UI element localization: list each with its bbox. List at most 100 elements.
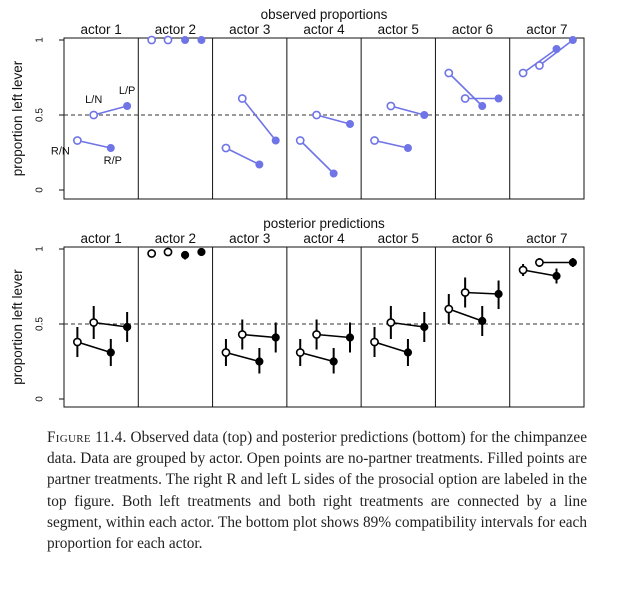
- connector-line: [93, 321, 128, 328]
- data-point: [345, 120, 354, 129]
- data-point: [403, 144, 412, 153]
- plot-frame: [63, 37, 585, 200]
- data-point: [345, 333, 355, 342]
- data-point: [271, 136, 280, 145]
- y-axis-label: proportion left lever: [10, 269, 25, 385]
- connector-line: [316, 114, 351, 125]
- data-point: [89, 110, 99, 120]
- data-point: [197, 35, 206, 44]
- panel-label: actor 4: [303, 231, 345, 246]
- data-point: [420, 322, 429, 332]
- plot-frame: [63, 246, 585, 408]
- y-tick-label: 1: [35, 246, 46, 252]
- data-point: [181, 35, 190, 44]
- connector-line: [522, 269, 557, 277]
- y-axis-label: proportion left lever: [10, 60, 25, 176]
- treatment-label: L/P: [119, 85, 136, 97]
- treatment-label: L/N: [85, 94, 102, 106]
- connector-line: [316, 333, 351, 339]
- panel-label: actor 7: [526, 231, 567, 246]
- connector-line: [448, 308, 483, 322]
- connector-line: [374, 139, 409, 149]
- data-point: [494, 289, 503, 299]
- data-point: [478, 102, 487, 111]
- posterior-predictions-plot: posterior predictions proportion left lev…: [10, 216, 585, 408]
- data-point: [237, 94, 247, 103]
- connector-line: [374, 341, 409, 354]
- panel-label: actor 3: [229, 22, 270, 37]
- figure-caption-label: Figure 11.4.: [47, 429, 127, 446]
- connector-line: [225, 351, 260, 363]
- data-point: [271, 333, 280, 342]
- data-point: [255, 357, 264, 366]
- y-tick-label: 0: [35, 396, 46, 402]
- panel-label: actor 6: [452, 231, 493, 246]
- panel-label: actor 1: [81, 231, 122, 246]
- data-point: [329, 357, 338, 366]
- chart-title: observed proportions: [261, 7, 388, 22]
- panel-label: actor 2: [155, 22, 196, 37]
- data-point: [89, 318, 99, 327]
- connector-line: [390, 321, 425, 328]
- data-point: [295, 136, 305, 145]
- panel-label: actor 2: [155, 231, 196, 246]
- data-point: [312, 330, 321, 339]
- data-point: [221, 143, 231, 153]
- data-point: [370, 337, 379, 347]
- data-point: [518, 265, 528, 275]
- panel-label: actor 7: [526, 22, 567, 37]
- figure-caption: Figure 11.4. Observed data (top) and pos…: [47, 427, 587, 554]
- data-point: [444, 68, 454, 78]
- data-point: [552, 44, 561, 53]
- figure-caption-text: Observed data (top) and posterior predic…: [47, 429, 587, 553]
- panel-label: actor 5: [378, 22, 419, 37]
- data-point: [123, 102, 132, 111]
- data-point: [163, 247, 173, 257]
- data-point: [147, 35, 157, 45]
- connector-line: [300, 351, 334, 363]
- data-point: [221, 348, 231, 357]
- connector-line: [242, 333, 276, 339]
- data-point: [386, 318, 396, 327]
- data-point: [197, 247, 206, 257]
- connector-line: [241, 98, 277, 141]
- data-point: [329, 169, 338, 178]
- figure: observed proportions proportion left leve…: [10, 7, 585, 408]
- data-point: [72, 136, 82, 145]
- data-point: [478, 316, 487, 326]
- chart-title: posterior predictions: [263, 216, 385, 231]
- y-tick-label: 0.5: [35, 317, 46, 331]
- connector-line: [465, 291, 499, 295]
- data-point: [535, 258, 544, 267]
- connector-line: [93, 105, 128, 116]
- data-point: [568, 35, 577, 44]
- y-tick-label: 0: [35, 187, 46, 193]
- data-point: [460, 94, 470, 103]
- data-point: [494, 94, 503, 103]
- data-point: [535, 61, 544, 70]
- connector-line: [225, 147, 260, 166]
- data-point: [552, 271, 561, 281]
- data-point: [312, 110, 321, 120]
- data-point: [163, 35, 173, 45]
- connector-line: [77, 341, 112, 354]
- data-point: [444, 304, 454, 314]
- data-point: [295, 348, 305, 357]
- panel-label: actor 6: [452, 22, 493, 37]
- y-tick-label: 1: [35, 37, 46, 43]
- data-point: [237, 330, 247, 339]
- data-point: [518, 68, 528, 78]
- data-point: [123, 322, 132, 332]
- data-point: [403, 348, 413, 357]
- data-point: [460, 288, 470, 297]
- data-point: [420, 111, 429, 120]
- connector-line: [522, 48, 557, 74]
- treatment-label: R/N: [51, 146, 70, 158]
- y-tick-label: 0.5: [35, 108, 46, 122]
- data-point: [180, 250, 190, 260]
- data-point: [568, 258, 577, 267]
- data-point: [147, 249, 157, 258]
- data-point: [72, 337, 82, 347]
- connector-line: [390, 105, 425, 116]
- data-point: [370, 136, 379, 145]
